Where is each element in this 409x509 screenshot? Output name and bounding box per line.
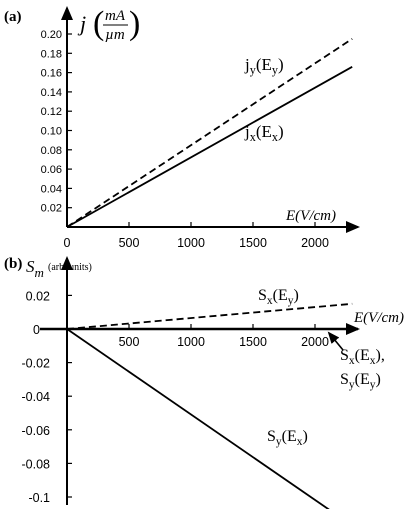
panel-b-series-label: Sy(Ey) bbox=[340, 371, 381, 391]
panel-a: (a) 0.02 0.04 0.06 0.08 0.10 0.12 0.14 0.16 0.18 0… bbox=[4, 5, 360, 250]
panel-a-series-line bbox=[66, 38, 353, 228]
panel-b-series-label-part: y bbox=[276, 436, 282, 448]
panel-a-y-symbol: j bbox=[77, 11, 86, 36]
panel-a-y-unit-num: mA bbox=[105, 8, 126, 24]
panel-b-series-label: Sy(Ex) bbox=[267, 428, 308, 448]
panel-b-series-label-part: y bbox=[288, 295, 294, 307]
panel-b: (b) 0.02 0 -0.02 -0.04 -0.06 -0.08 -0.1 500 1000 1… bbox=[4, 256, 404, 509]
panel-a-series-label-part: (E bbox=[256, 55, 272, 74]
panel-a-y-tick-label: 0.10 bbox=[41, 126, 62, 138]
panel-b-series-label-part: x bbox=[267, 295, 273, 307]
panel-a-series-label-part: ) bbox=[278, 55, 284, 74]
panel-b-series-label-part: S bbox=[340, 371, 349, 388]
panel-a-y-tick-label: 0.02 bbox=[41, 203, 62, 215]
panel-a-series-label: jy(Ey) bbox=[244, 55, 284, 77]
panel-b-series-label: Sx(Ey) bbox=[258, 287, 299, 307]
panel-b-y-axis-label: Sm bbox=[26, 257, 44, 280]
panel-a-series-line bbox=[66, 66, 353, 228]
panel-b-y-tick-label: -0.1 bbox=[28, 491, 50, 505]
panel-b-series-label-part: (E bbox=[282, 428, 297, 445]
panel-a-x-axis-label: E(V/cm) bbox=[285, 208, 336, 224]
panel-a-series-label-part: y bbox=[272, 63, 279, 77]
panel-b-x-tick-label: 500 bbox=[119, 335, 140, 349]
panel-b-series-label-part: ), bbox=[376, 347, 385, 364]
panel-b-series-label-part: S bbox=[267, 428, 276, 445]
panel-a-y-tick-label: 0.08 bbox=[41, 145, 62, 157]
panel-b-series-label-part: (E bbox=[355, 371, 370, 388]
panel-a-series-label-part: y bbox=[250, 63, 257, 77]
panel-b-label-pointer bbox=[327, 331, 344, 351]
panel-a-y-tick-label: 0.18 bbox=[41, 48, 62, 60]
panel-b-x-tick-label: 1500 bbox=[239, 335, 267, 349]
panel-b-series-label-part: y bbox=[370, 379, 376, 391]
panel-a-y-tick-label: 0.12 bbox=[41, 106, 62, 118]
panel-b-y-tick-label: 0.02 bbox=[26, 289, 50, 303]
panel-b-series-label-part: S bbox=[258, 287, 267, 304]
panel-b-series-label: Sx(Ex), bbox=[340, 347, 385, 367]
panel-b-series-label-part: y bbox=[349, 379, 355, 391]
panel-b-label: (b) bbox=[4, 256, 22, 272]
panel-a-y-paren-left: ( bbox=[93, 5, 104, 42]
panel-a-series-label-part: x bbox=[272, 130, 278, 144]
panel-b-series-line bbox=[66, 302, 353, 330]
panel-b-x-tick-label: 2000 bbox=[301, 335, 329, 349]
panel-a-y-paren-right: ) bbox=[129, 5, 140, 42]
panel-b-y-axis-unit: (arb. units) bbox=[48, 262, 92, 273]
panel-b-x-axis-label: E(V/cm) bbox=[353, 310, 404, 326]
panel-a-series-label-part: ) bbox=[278, 122, 284, 141]
panel-a-series-label-part: (E bbox=[256, 122, 272, 141]
panel-b-series-label-part: S bbox=[340, 347, 349, 364]
panel-b-y-symbol: S bbox=[26, 257, 35, 276]
panel-b-series-label-part: (E bbox=[273, 287, 288, 304]
panel-a-y-tick-label: 0.04 bbox=[41, 183, 62, 195]
panel-b-series-line bbox=[66, 328, 330, 509]
panel-b-y-tick-label: -0.02 bbox=[22, 357, 51, 371]
panel-a-y-tick-label: 0.16 bbox=[41, 68, 62, 80]
panel-a-series-label-part: j bbox=[244, 122, 250, 141]
panel-a-x-tick-label: 500 bbox=[119, 236, 140, 250]
panel-a-y-axis-label: j (mA µm) bbox=[77, 5, 140, 43]
panel-b-y-sub: m bbox=[35, 265, 44, 280]
panel-a-x-tick-label: 1000 bbox=[177, 236, 205, 250]
panel-b-y-tick-label: -0.08 bbox=[22, 457, 51, 471]
panel-b-y-tick-label: 0 bbox=[33, 323, 40, 337]
panel-b-series-label-part: (E bbox=[355, 347, 370, 364]
panel-a-x-tick-label: 2000 bbox=[301, 236, 329, 250]
panel-a-y-unit-den: µm bbox=[105, 27, 125, 43]
panel-a-y-tick-label: 0.06 bbox=[41, 164, 62, 176]
panel-a-series-label-part: x bbox=[250, 130, 256, 144]
panel-b-series-label-part: ) bbox=[294, 287, 299, 304]
panel-b-series-label-part: ) bbox=[303, 428, 308, 445]
panel-b-y-tick-label: -0.04 bbox=[22, 390, 51, 404]
panel-a-y-tick-label: 0.20 bbox=[41, 29, 62, 41]
panel-b-series-label-part: x bbox=[297, 436, 303, 448]
panel-b-series-label-part: x bbox=[370, 355, 376, 367]
panel-a-label: (a) bbox=[4, 9, 22, 25]
panel-b-series-label-part: x bbox=[349, 355, 355, 367]
panel-a-x-tick-label: 0 bbox=[64, 236, 71, 250]
panel-a-y-tick-label: 0.14 bbox=[41, 87, 62, 99]
panel-a-series-label: jx(Ex) bbox=[244, 122, 284, 144]
panel-a-series-label-part: j bbox=[244, 55, 250, 74]
panel-a-x-tick-label: 1500 bbox=[239, 236, 267, 250]
panel-b-series-label-part: ) bbox=[376, 371, 381, 388]
panel-b-x-tick-label: 1000 bbox=[177, 335, 205, 349]
panel-b-y-tick-label: -0.06 bbox=[22, 424, 51, 438]
